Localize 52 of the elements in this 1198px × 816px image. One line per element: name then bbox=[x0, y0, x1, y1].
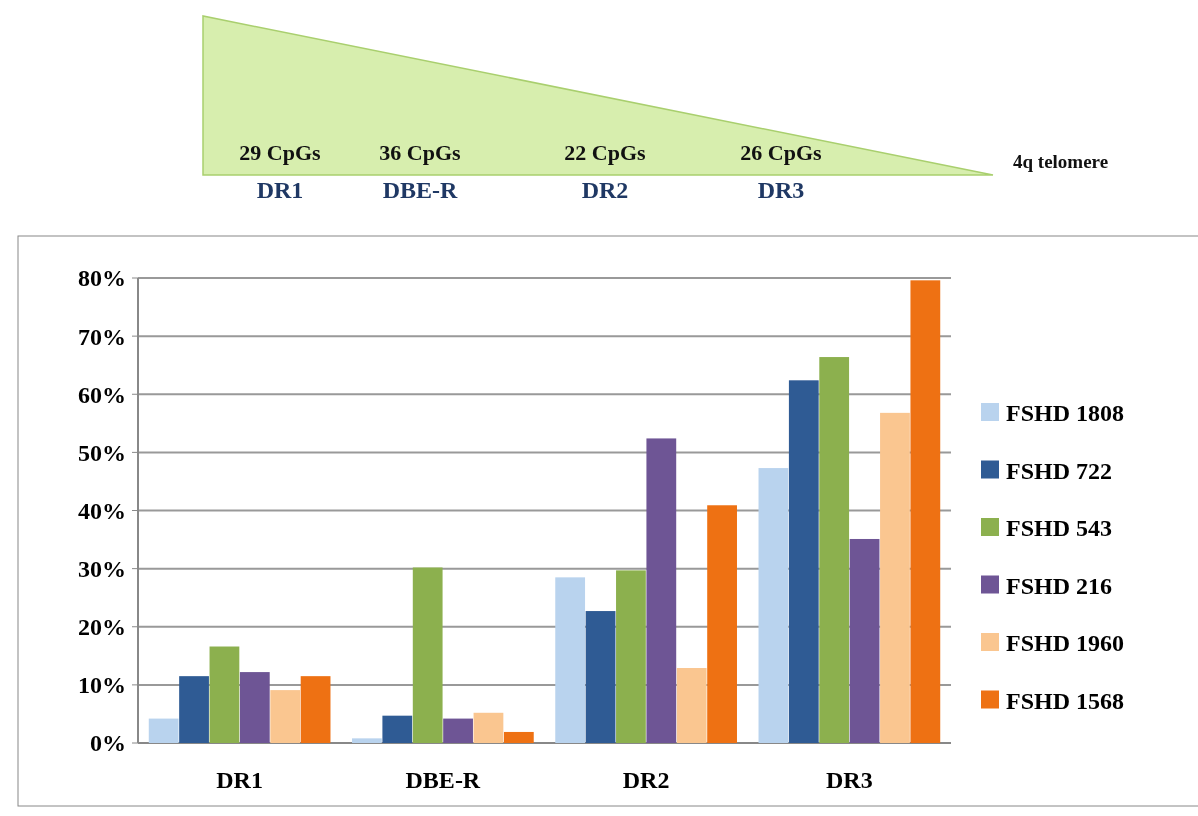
y-tick-label: 70% bbox=[78, 323, 126, 350]
bar bbox=[503, 731, 534, 743]
y-tick-label: 50% bbox=[78, 439, 126, 466]
y-tick-label: 10% bbox=[78, 672, 126, 699]
x-tick-label: DR1 bbox=[216, 767, 263, 793]
legend-label: FSHD 1808 bbox=[1006, 400, 1125, 427]
bar bbox=[707, 505, 737, 743]
bar bbox=[910, 280, 941, 743]
bar bbox=[473, 712, 504, 743]
text: 36 CpGs bbox=[379, 140, 462, 165]
y-tick-label: 40% bbox=[78, 497, 126, 524]
bar bbox=[300, 676, 331, 743]
bar bbox=[179, 676, 209, 743]
text: 22 CpGs bbox=[564, 140, 647, 165]
x-tick-label: DR2 bbox=[622, 767, 670, 793]
legend-label: FSHD 722 bbox=[1006, 457, 1113, 484]
text: 26 CpGs bbox=[740, 140, 823, 165]
legend-label: FSHD 1960 bbox=[1006, 630, 1125, 657]
bar bbox=[676, 668, 707, 743]
text: 29 CpGs bbox=[239, 140, 322, 165]
bar bbox=[788, 380, 819, 743]
text: DBE-R bbox=[382, 177, 458, 203]
bar bbox=[555, 577, 586, 743]
y-tick-label: 30% bbox=[78, 556, 126, 583]
bar bbox=[585, 611, 616, 743]
text: DR1 bbox=[256, 177, 304, 203]
bar bbox=[880, 412, 910, 743]
bar bbox=[270, 690, 301, 743]
bar bbox=[239, 672, 270, 743]
y-tick-label: 0% bbox=[90, 730, 126, 757]
text: DR3 bbox=[757, 177, 805, 203]
bar bbox=[382, 715, 413, 743]
legend-label: FSHD 1568 bbox=[1006, 687, 1125, 714]
bar bbox=[758, 468, 789, 743]
bar bbox=[849, 538, 880, 743]
bar bbox=[819, 357, 850, 743]
x-tick-label: DR3 bbox=[826, 767, 873, 793]
text: DR2 bbox=[581, 177, 629, 203]
bar bbox=[443, 718, 473, 743]
legend-label: FSHD 216 bbox=[1006, 572, 1113, 599]
bar bbox=[352, 738, 382, 743]
y-tick-label: 80% bbox=[78, 265, 126, 292]
x-tick-label: DBE-R bbox=[405, 767, 481, 793]
text: 4q telomere bbox=[1013, 151, 1109, 172]
bar bbox=[412, 567, 443, 743]
bar bbox=[646, 438, 677, 743]
legend-label: FSHD 543 bbox=[1006, 515, 1113, 542]
y-tick-label: 60% bbox=[78, 381, 126, 408]
bar bbox=[616, 570, 646, 743]
bar bbox=[148, 718, 179, 743]
bar bbox=[209, 646, 240, 743]
y-tick-label: 20% bbox=[78, 614, 126, 641]
